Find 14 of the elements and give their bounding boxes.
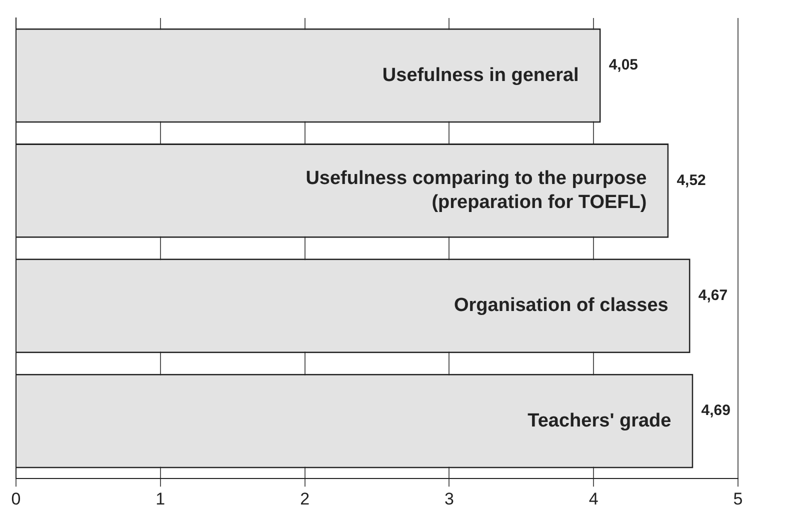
y-tick-label: Teachers' grade (528, 410, 672, 432)
y-tick-label: Usefulness comparing to the purpose (preparation for TOEFL) (306, 168, 647, 213)
x-tick-label: 3 (444, 489, 454, 508)
x-tick-label: 1 (156, 489, 166, 508)
y-tick-label: Organisation of classes (454, 295, 668, 316)
x-tick-label: 4 (588, 489, 598, 508)
x-tick-label: 5 (733, 489, 743, 508)
x-tick-label: 2 (300, 489, 310, 508)
data-label: 4,52 (676, 172, 706, 189)
x-tick-label: 0 (11, 489, 21, 508)
data-label: 4,05 (608, 56, 638, 74)
data-label: 4,69 (701, 402, 730, 420)
y-tick-label: Usefulness in general (382, 64, 579, 86)
data-label: 4,67 (698, 287, 728, 304)
